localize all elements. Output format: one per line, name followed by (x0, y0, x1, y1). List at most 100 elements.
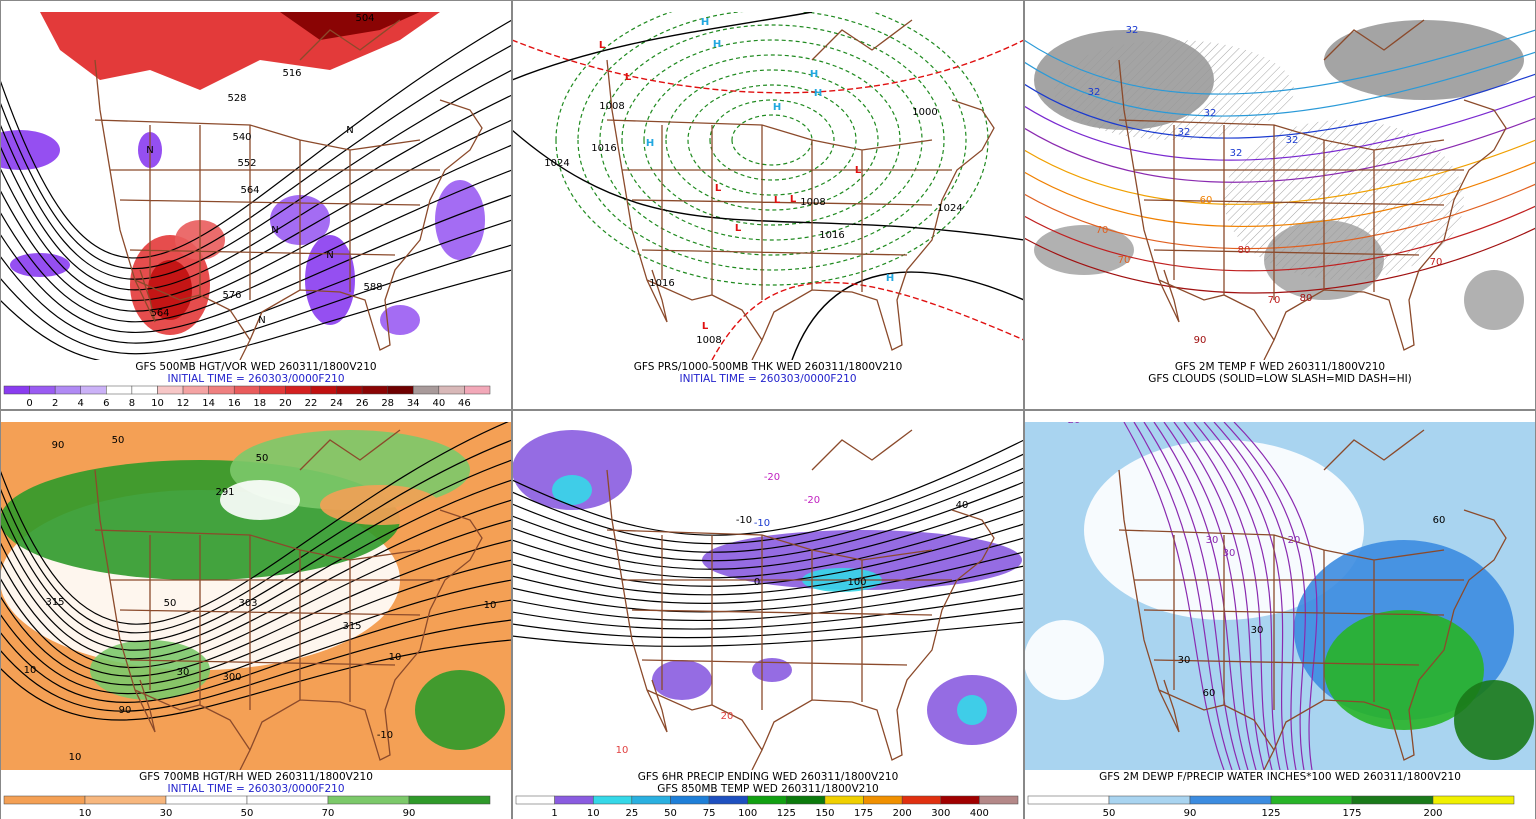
legend-swatch (786, 795, 826, 805)
map-label: 60 (1200, 195, 1213, 206)
contour (1223, 422, 1306, 770)
contour (1025, 73, 1535, 139)
contour (513, 509, 1023, 579)
legend-swatch (631, 795, 671, 805)
field-region (1464, 270, 1524, 330)
legend-swatch (747, 795, 787, 805)
map-label: 32 (1178, 127, 1191, 138)
legend-swatch (165, 795, 248, 805)
caption: GFS CLOUDS (SOLID=LOW SLASH=MID DASH=HI) (1148, 373, 1412, 385)
legend-label: 22 (305, 398, 318, 409)
legend-label: 300 (931, 808, 950, 819)
contour (513, 481, 1023, 562)
field-region (957, 695, 987, 725)
legend-label: 16 (228, 398, 241, 409)
map-label: 30 (1206, 535, 1219, 546)
map-label: 100 (847, 577, 866, 588)
field-region (1324, 20, 1524, 100)
contour (513, 129, 1023, 241)
map-label: L (774, 195, 781, 206)
map-label: 30 (177, 667, 190, 678)
field-region (1034, 225, 1134, 275)
legend-label: 0 (26, 398, 32, 409)
legend-swatch (310, 385, 337, 395)
map-label: 315 (45, 597, 64, 608)
field-region (280, 12, 420, 40)
map-label: 300 (222, 672, 241, 683)
contour (709, 99, 835, 181)
map-label: 20 (1288, 535, 1301, 546)
map-label: L (702, 321, 709, 332)
legend-swatch (233, 385, 261, 395)
legend-label: 6 (103, 398, 109, 409)
contour (513, 12, 813, 81)
panel-border (0, 0, 512, 410)
map-label: 10 (616, 745, 629, 756)
legend-swatch (708, 795, 748, 805)
contour (1, 44, 511, 270)
legend-swatch (408, 795, 491, 805)
contour (711, 281, 1023, 360)
map-label: N (146, 145, 153, 156)
contour (1, 579, 511, 695)
contour (731, 114, 813, 166)
legend-swatch (1351, 795, 1434, 805)
map-label: 1008 (800, 197, 825, 208)
map-label: 70 (1096, 225, 1109, 236)
contour (1, 219, 511, 344)
map-label: 10 (389, 652, 402, 663)
map-label: 32 (1204, 108, 1217, 119)
contour (513, 523, 1023, 587)
map-label: 516 (282, 68, 301, 79)
contour (1163, 422, 1257, 770)
map-label: 90 (1194, 335, 1207, 346)
legend-label: 50 (664, 808, 677, 819)
legend-label: 150 (815, 808, 834, 819)
legend-label: 1 (551, 808, 557, 819)
legend-swatch (54, 385, 81, 395)
legend-swatch (3, 795, 86, 805)
map-label: 588 (363, 282, 382, 293)
legend-label: 200 (893, 808, 912, 819)
borders (606, 429, 995, 770)
contour (1, 439, 511, 634)
map-label: 32 (1126, 25, 1139, 36)
map-label: 50 (112, 435, 125, 446)
legend-swatch (246, 795, 329, 805)
legend-swatch (157, 385, 184, 395)
legend-swatch (182, 385, 209, 395)
caption: GFS 2M TEMP F WED 260311/1800V210 (1175, 361, 1385, 373)
legend-swatch (387, 385, 414, 395)
map-label: 10 (484, 600, 497, 611)
field-region (1084, 440, 1364, 620)
legend-label: 10 (151, 398, 164, 409)
field-region (305, 235, 355, 325)
map-label: 50 (256, 453, 269, 464)
legend-swatch (901, 795, 942, 805)
map-label: 1008 (696, 335, 721, 346)
field-region (220, 480, 300, 520)
map-label: 1016 (649, 278, 674, 289)
caption: GFS 500MB HGT/VOR WED 260311/1800V210 (135, 361, 376, 373)
contour (1, 169, 511, 323)
map-label: -20 (764, 472, 780, 483)
field-region (435, 180, 485, 260)
contour (513, 593, 1023, 630)
contour (1, 479, 511, 651)
panel-border (512, 410, 1024, 819)
borders (1118, 429, 1507, 770)
caption: GFS 850MB TEMP WED 260311/1800V210 (657, 783, 878, 795)
contour (1025, 139, 1535, 205)
map-label: 1024 (937, 203, 962, 214)
legend-swatch (29, 385, 56, 395)
field-region (415, 670, 505, 750)
map-label: -10 (377, 730, 393, 741)
field-region (1454, 680, 1534, 760)
contour (513, 551, 1023, 604)
map-label: 1016 (819, 230, 844, 241)
contour (1025, 29, 1535, 95)
map-label: -20 (804, 495, 820, 506)
legend-swatch (940, 795, 980, 805)
